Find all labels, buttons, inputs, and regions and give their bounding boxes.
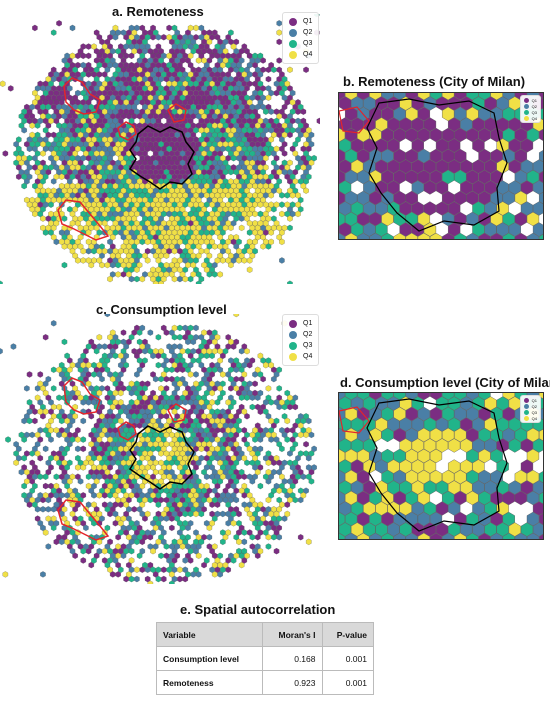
panel-b-title: b. Remoteness (City of Milan) <box>343 74 526 89</box>
municipality-outline <box>63 377 101 415</box>
table-row: Consumption level 0.168 0.001 <box>156 646 374 671</box>
cell-p-value: 0.001 <box>321 646 374 671</box>
remoteness-city-frame: Q1 Q2 Q3 Q4 <box>338 92 544 240</box>
legend-label-q2: Q2 <box>303 29 313 36</box>
panel-d-title: d. Consumption level (City of Milan) <box>340 375 550 390</box>
legend-label-q4: Q4 <box>303 353 313 360</box>
hex-cells-q3 <box>339 393 543 539</box>
legend-label-q2: Q2 <box>531 403 537 409</box>
header-variable: Variable <box>156 622 263 647</box>
legend-swatch-q4 <box>523 415 529 421</box>
legend-swatch-q1 <box>289 17 297 26</box>
legend-item-q2: Q2 <box>523 103 537 109</box>
legend-label-q1: Q1 <box>303 320 313 327</box>
legend-swatch-q3 <box>289 39 297 48</box>
city-of-milan-outline <box>366 98 508 232</box>
legend-item-q3: Q3 <box>289 38 312 49</box>
legend-consumption: Q1 Q2 Q3 Q4 <box>282 314 320 366</box>
legend-swatch-q1 <box>523 97 529 103</box>
legend-swatch-q1 <box>523 397 529 403</box>
municipality-outline <box>339 406 370 434</box>
remoteness-map <box>0 14 320 284</box>
legend-swatch-q2 <box>289 28 297 37</box>
cell-morans-i: 0.168 <box>262 646 323 671</box>
municipality-outline <box>117 421 137 441</box>
legend-label-q4: Q4 <box>531 415 537 421</box>
legend-label-q4: Q4 <box>531 115 537 121</box>
cell-variable: Remoteness <box>156 670 263 695</box>
legend-consumption-city: Q1 Q2 Q3 Q4 <box>519 395 541 423</box>
legend-swatch-q2 <box>289 330 297 339</box>
legend-label-q3: Q3 <box>303 342 313 349</box>
remoteness-city-map <box>339 93 543 239</box>
autocorrelation-table: Variable Moran's I P-value Consumption l… <box>156 622 374 695</box>
legend-label-q4: Q4 <box>303 51 313 58</box>
legend-item-q4: Q4 <box>523 115 537 121</box>
hex-cells-q2 <box>339 93 543 239</box>
consumption-city-frame: Q1 Q2 Q3 Q4 <box>338 392 544 540</box>
legend-swatch-q2 <box>523 403 529 409</box>
municipality-outline <box>339 106 370 134</box>
legend-label-q3: Q3 <box>531 109 537 115</box>
legend-label-q2: Q2 <box>303 331 313 338</box>
legend-item-q3: Q3 <box>289 340 312 351</box>
legend-item-q3: Q3 <box>523 109 537 115</box>
legend-item-q1: Q1 <box>523 397 537 403</box>
legend-label-q1: Q1 <box>531 397 537 403</box>
header-morans-i: Moran's I <box>262 622 323 647</box>
municipality-outline <box>57 199 110 241</box>
legend-item-q2: Q2 <box>289 329 312 340</box>
legend-item-q4: Q4 <box>523 415 537 421</box>
legend-item-q1: Q1 <box>523 97 537 103</box>
municipality-outline <box>117 121 137 141</box>
header-p-value: P-value <box>321 622 374 647</box>
consumption-city-map <box>339 393 543 539</box>
cell-p-value: 0.001 <box>321 670 374 695</box>
legend-item-q4: Q4 <box>289 351 312 362</box>
legend-item-q4: Q4 <box>289 49 312 60</box>
legend-remoteness: Q1 Q2 Q3 Q4 <box>282 12 320 64</box>
hex-cells-q4 <box>0 24 315 284</box>
city-of-milan-outline <box>128 125 195 190</box>
legend-remoteness-city: Q1 Q2 Q3 Q4 <box>519 95 541 123</box>
legend-item-q1: Q1 <box>289 16 312 27</box>
table-row: Remoteness 0.923 0.001 <box>156 670 374 695</box>
table-header-row: Variable Moran's I P-value <box>156 622 374 647</box>
municipality-outline <box>57 499 110 541</box>
legend-item-q2: Q2 <box>289 27 312 38</box>
legend-swatch-q3 <box>523 109 529 115</box>
legend-label-q1: Q1 <box>303 18 313 25</box>
legend-swatch-q4 <box>523 115 529 121</box>
city-of-milan-outline <box>366 398 508 532</box>
cell-morans-i: 0.923 <box>262 670 323 695</box>
consumption-map <box>0 314 317 584</box>
municipality-outline <box>167 403 187 423</box>
legend-item-q3: Q3 <box>523 409 537 415</box>
cell-variable: Consumption level <box>156 646 263 671</box>
municipality-outline <box>167 103 187 123</box>
legend-swatch-q3 <box>289 341 297 350</box>
panel-a-title: a. Remoteness <box>112 4 204 19</box>
legend-label-q1: Q1 <box>531 97 537 103</box>
panel-e-title: e. Spatial autocorrelation <box>180 602 336 617</box>
legend-swatch-q1 <box>289 319 297 328</box>
municipality-outline <box>63 77 101 115</box>
legend-label-q3: Q3 <box>531 409 537 415</box>
legend-swatch-q3 <box>523 409 529 415</box>
legend-label-q2: Q2 <box>531 103 537 109</box>
panel-c-title: c. Consumption level <box>96 302 227 317</box>
hex-cells-q4 <box>2 314 312 584</box>
legend-item-q1: Q1 <box>289 318 312 329</box>
legend-swatch-q4 <box>289 50 297 59</box>
legend-label-q3: Q3 <box>303 40 313 47</box>
legend-swatch-q2 <box>523 103 529 109</box>
city-of-milan-outline <box>128 425 195 490</box>
legend-item-q2: Q2 <box>523 403 537 409</box>
legend-swatch-q4 <box>289 352 297 361</box>
